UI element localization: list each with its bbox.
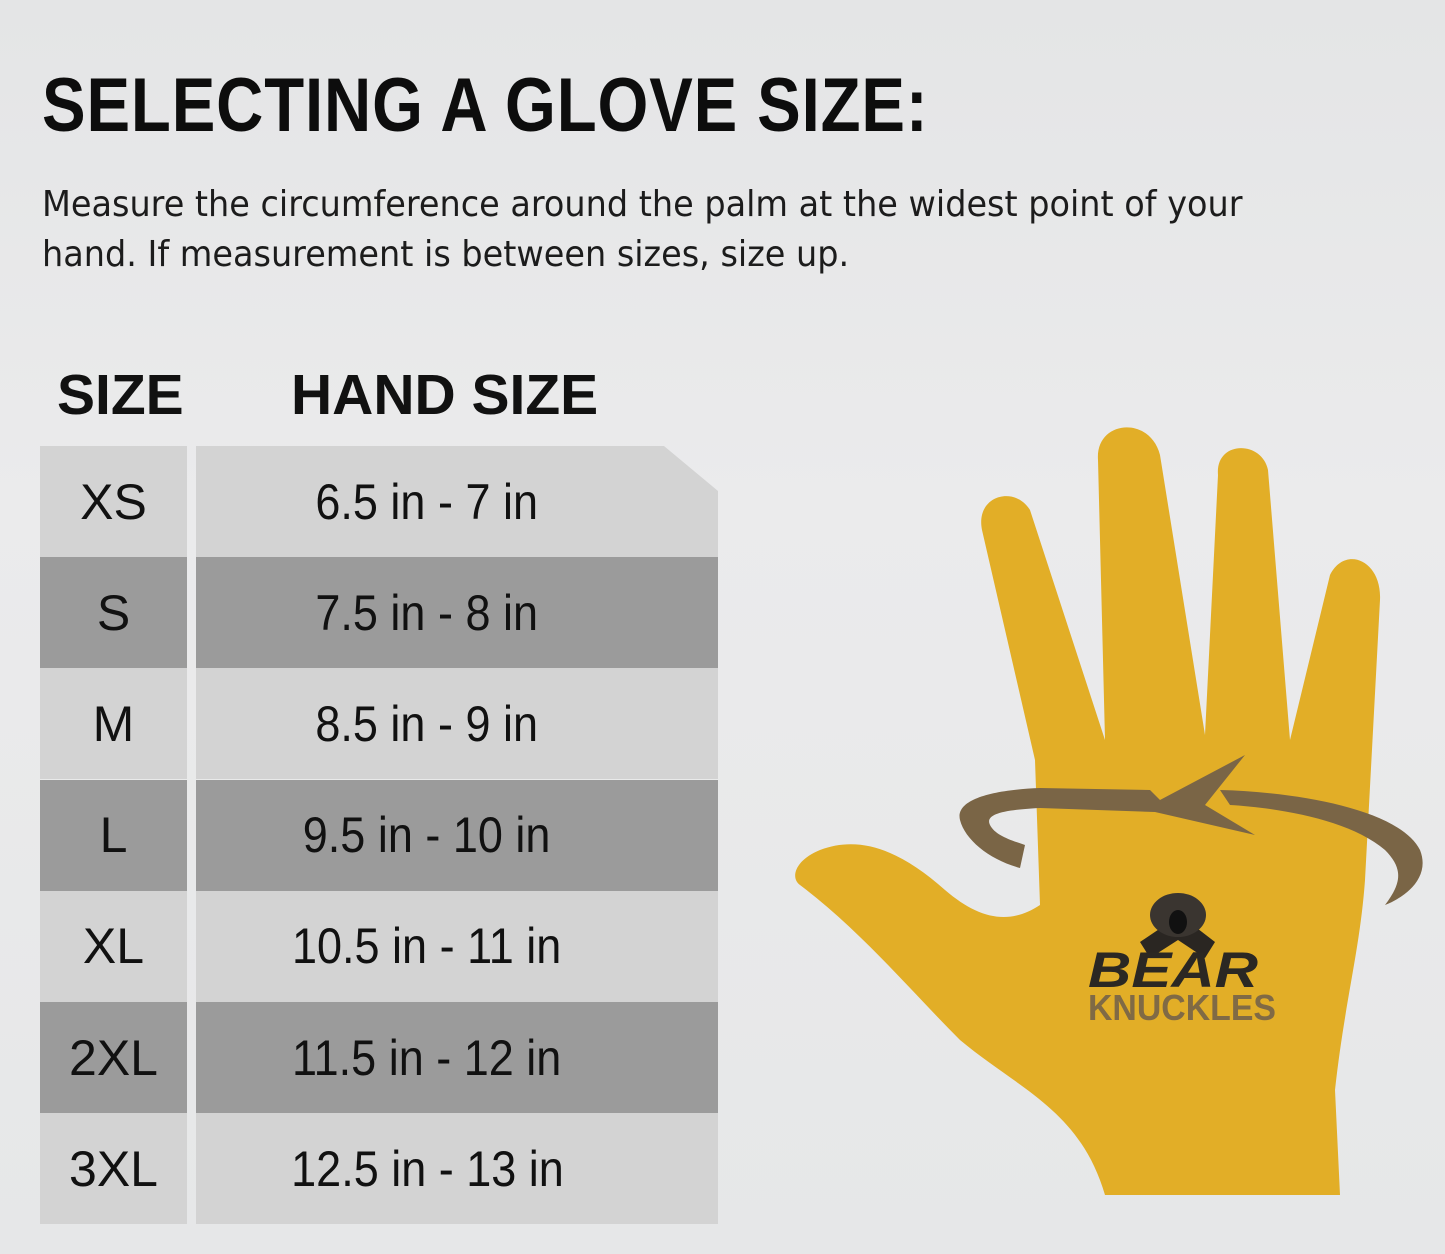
hand-size-cell: 11.5 in - 12 in [196,1002,718,1113]
hand-size-value: 8.5 in - 9 in [315,695,539,752]
size-cell: 2XL [40,1002,187,1113]
hand-size-column-header: HAND SIZE [291,363,599,427]
hand-size-value: 6.5 in - 7 in [315,473,539,530]
size-cell: S [40,557,187,669]
hand-size-cell: 9.5 in - 10 in [196,779,718,891]
logo-bear-text: BEAR [1088,942,1258,998]
size-column-header: SIZE [57,363,184,427]
hand-size-cell: 10.5 in - 11 in [196,890,718,1002]
hand-size-value: 12.5 in - 13 in [290,1140,564,1197]
hand-size-value: 9.5 in - 10 in [303,807,551,864]
measure-arrow-icon [959,755,1423,905]
hand-icon [795,427,1381,1195]
size-cell: XS [40,446,187,557]
hand-size-value: 10.5 in - 11 in [292,918,562,975]
size-cell: XL [40,890,187,1002]
hand-size-cell: 12.5 in - 13 in [196,1113,718,1225]
hand-size-cell: 8.5 in - 9 in [196,668,718,780]
logo-knuckles-text: KNUCKLES [1088,987,1276,1028]
hand-size-cell: 7.5 in - 8 in [196,557,718,669]
page-title: SELECTING A GLOVE SIZE: [42,63,929,148]
hand-size-value: 7.5 in - 8 in [315,584,539,641]
size-cell: 3XL [40,1113,187,1225]
size-cell: M [40,668,187,780]
instructions: Measure the circumference around the pal… [42,184,1243,275]
size-cell: L [40,779,187,891]
hand-size-cell: 6.5 in - 7 in [196,446,718,557]
hand-size-value: 11.5 in - 12 in [292,1029,562,1086]
bear-knuckles-logo: BEAR KNUCKLES [1088,893,1276,1028]
